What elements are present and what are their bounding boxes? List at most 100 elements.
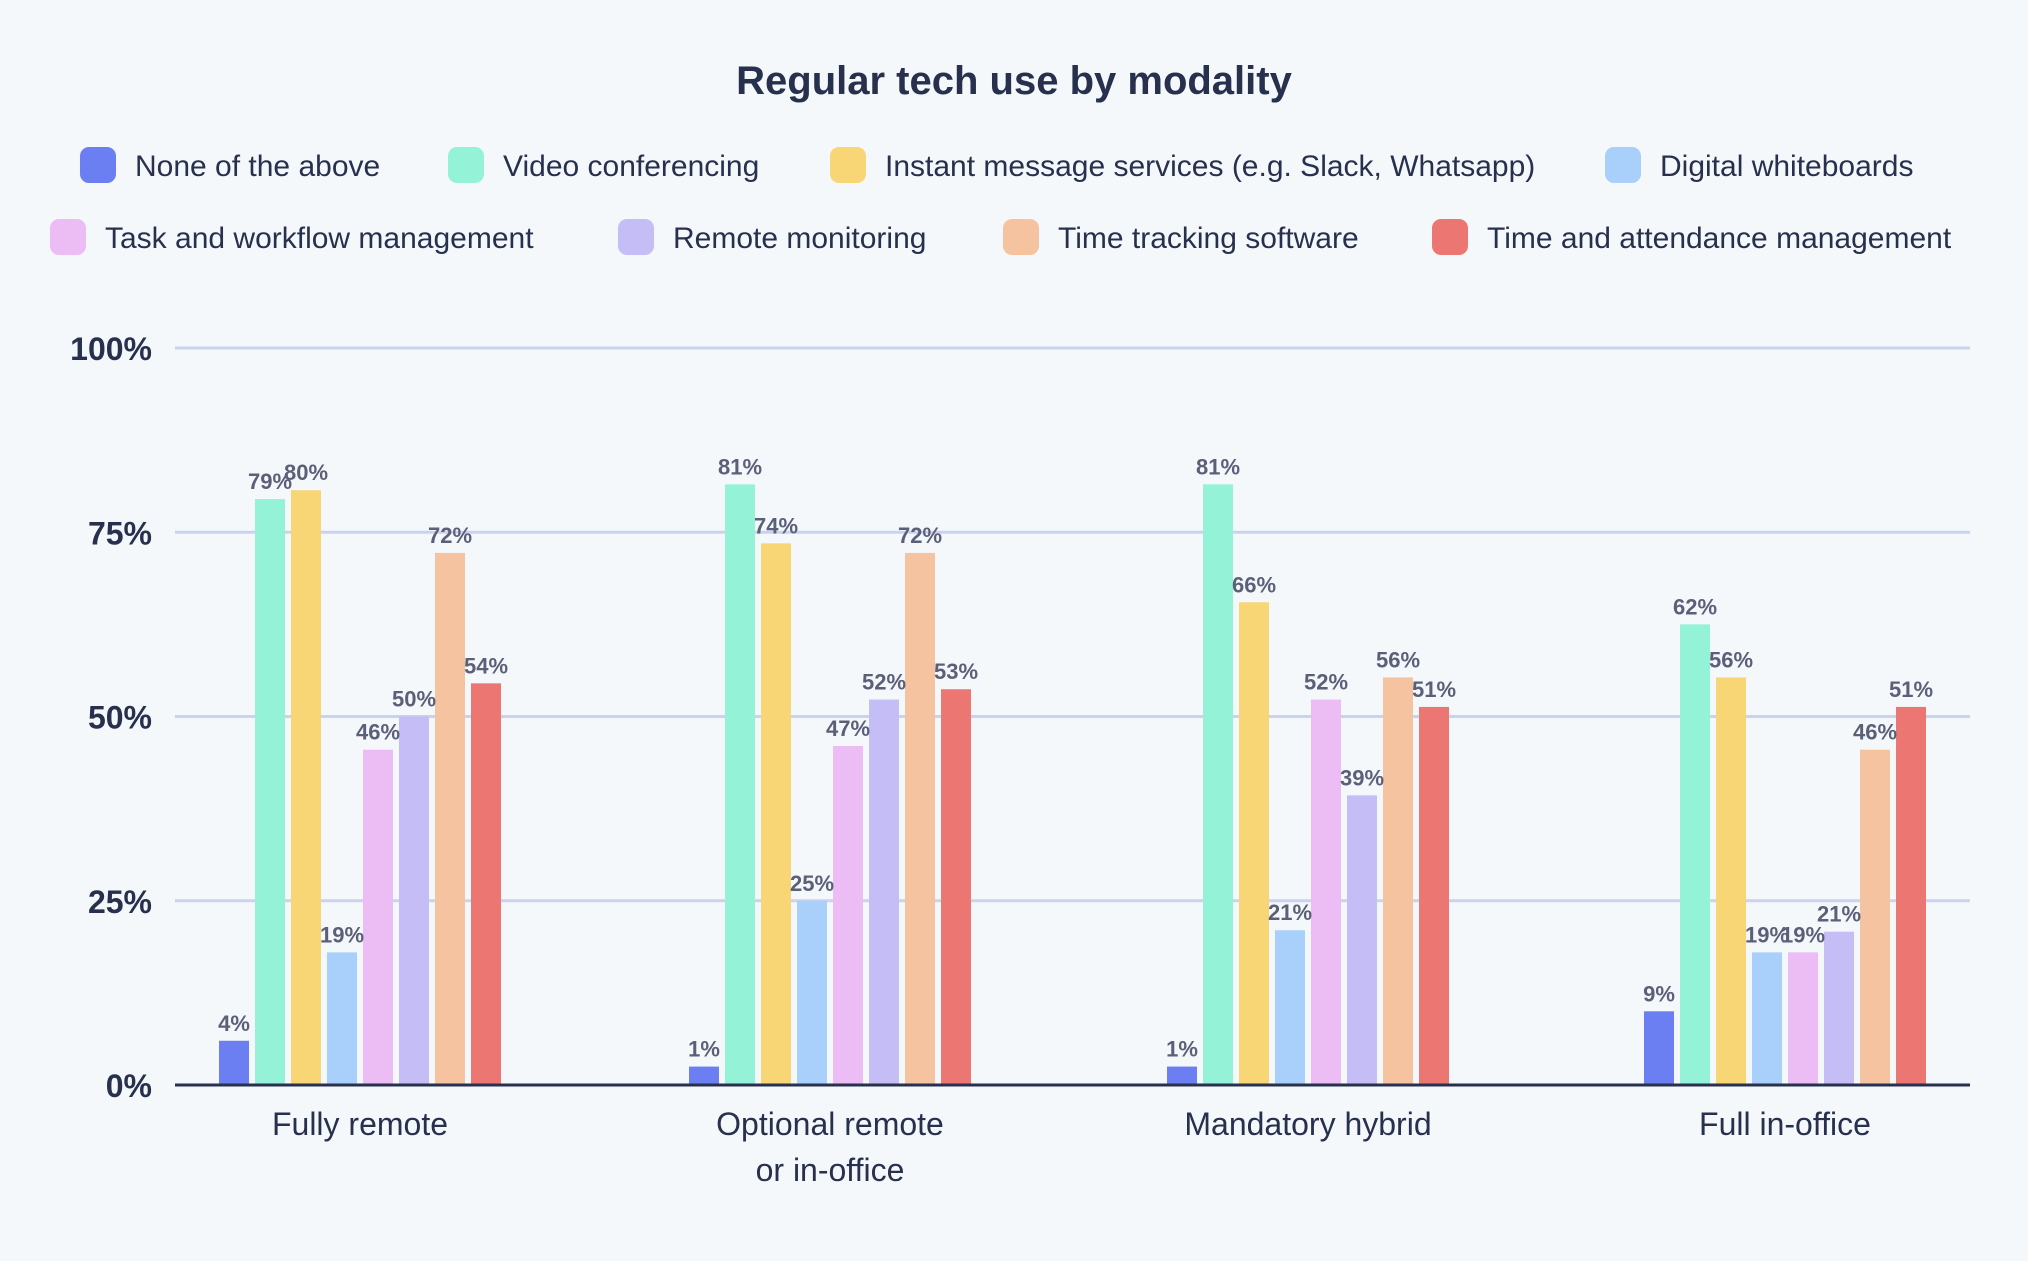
- legend-label: None of the above: [135, 150, 380, 183]
- bar: [797, 900, 827, 1085]
- legend-label: Video conferencing: [503, 150, 759, 183]
- legend-label: Remote monitoring: [673, 222, 926, 255]
- y-tick-label: 50%: [88, 700, 152, 736]
- bar: [1716, 677, 1746, 1085]
- data-label: 9%: [1643, 981, 1675, 1006]
- legend-item: Task and workflow management: [50, 219, 534, 255]
- legend-item: Time and attendance management: [1432, 219, 1952, 255]
- data-label: 46%: [1853, 720, 1897, 745]
- bar: [941, 689, 971, 1085]
- legend: None of the above Video conferencing Insta…: [50, 147, 1952, 255]
- legend-item: Instant message services (e.g. Slack, Wh…: [830, 147, 1535, 183]
- legend-swatch: [448, 147, 484, 183]
- bar: [1860, 749, 1890, 1085]
- bar: [1203, 484, 1233, 1086]
- data-label: 50%: [392, 687, 436, 712]
- data-label: 54%: [464, 653, 508, 678]
- bar: [1239, 602, 1269, 1085]
- data-label: 51%: [1412, 677, 1456, 702]
- x-tick-label: Fully remote: [272, 1106, 448, 1142]
- x-tick-label: Full in-office: [1699, 1106, 1871, 1142]
- data-label: 19%: [1745, 922, 1789, 947]
- data-labels: 4% 79%80% 19% 46% 50% 72% 54% 1% 81% 74% 25% 47% 52%…: [218, 454, 1933, 1061]
- data-label: 39%: [1340, 765, 1384, 790]
- bar: [1383, 677, 1413, 1085]
- bar: [399, 716, 429, 1085]
- data-label: 56%: [1376, 647, 1420, 672]
- data-label: 21%: [1268, 900, 1312, 925]
- bar: [905, 552, 935, 1085]
- data-label: 1%: [688, 1037, 720, 1062]
- legend-item: None of the above: [80, 147, 380, 183]
- bar: [761, 543, 791, 1085]
- bar: [1644, 1011, 1674, 1085]
- legend-item: Digital whiteboards: [1605, 147, 1913, 183]
- bar: [1347, 795, 1377, 1085]
- legend-swatch: [830, 147, 866, 183]
- bar: [291, 490, 321, 1086]
- legend-label: Time tracking software: [1058, 222, 1359, 255]
- data-label: 74%: [754, 513, 798, 538]
- data-label: 51%: [1889, 677, 1933, 702]
- legend-swatch: [1003, 219, 1039, 255]
- legend-label: Time and attendance management: [1487, 222, 1952, 255]
- y-tick-label: 0%: [106, 1068, 152, 1104]
- y-tick-label: 25%: [88, 884, 152, 920]
- bar: [1788, 952, 1818, 1085]
- bar: [725, 484, 755, 1086]
- data-label: 21%: [1817, 902, 1861, 927]
- bar: [1680, 624, 1710, 1085]
- bar: [1419, 706, 1449, 1085]
- legend-label: Task and workflow management: [105, 222, 534, 255]
- legend-label: Digital whiteboards: [1660, 150, 1913, 183]
- bar: [327, 952, 357, 1085]
- legend-swatch: [618, 219, 654, 255]
- data-label: 53%: [934, 659, 978, 684]
- legend-item: Video conferencing: [448, 147, 759, 183]
- data-label: 81%: [718, 454, 762, 479]
- bar: [1752, 952, 1782, 1085]
- bar: [1824, 931, 1854, 1085]
- legend-swatch: [1432, 219, 1468, 255]
- bar: [219, 1040, 249, 1085]
- data-label: 19%: [320, 922, 364, 947]
- legend-label: Instant message services (e.g. Slack, Wh…: [885, 150, 1535, 183]
- bar: [255, 499, 285, 1086]
- data-label: 19%: [1781, 922, 1825, 947]
- legend-swatch: [50, 219, 86, 255]
- y-axis: 0% 25% 50% 75% 100%: [70, 331, 152, 1104]
- bar: [471, 683, 501, 1085]
- legend-item: Time tracking software: [1003, 219, 1359, 255]
- bar: [435, 552, 465, 1085]
- data-label: 46%: [356, 720, 400, 745]
- legend-item: Remote monitoring: [618, 219, 926, 255]
- legend-swatch: [1605, 147, 1641, 183]
- bar: [833, 745, 863, 1085]
- data-label: 72%: [898, 523, 942, 548]
- y-tick-label: 75%: [88, 515, 152, 551]
- data-label: 25%: [790, 871, 834, 896]
- data-label: 47%: [826, 716, 870, 741]
- data-label: 66%: [1232, 572, 1276, 597]
- bar: [689, 1066, 719, 1085]
- bar: [363, 749, 393, 1085]
- bar: [1275, 930, 1305, 1085]
- data-label: 52%: [1304, 670, 1348, 695]
- chart-title: Regular tech use by modality: [736, 59, 1292, 103]
- x-axis: Fully remote Optional remote or in-office M…: [175, 1083, 1970, 1188]
- data-label: 80%: [284, 460, 328, 485]
- bar: [1896, 706, 1926, 1085]
- bar: [869, 699, 899, 1085]
- data-label: 81%: [1196, 454, 1240, 479]
- x-tick-label: Optional remote or in-office: [716, 1106, 944, 1188]
- data-label: 62%: [1673, 594, 1717, 619]
- x-tick-label: Mandatory hybrid: [1184, 1106, 1431, 1142]
- y-tick-label: 100%: [70, 331, 152, 367]
- bars: [219, 484, 1926, 1086]
- data-label: 4%: [218, 1011, 250, 1036]
- bar: [1167, 1066, 1197, 1085]
- legend-swatch: [80, 147, 116, 183]
- data-label: 52%: [862, 670, 906, 695]
